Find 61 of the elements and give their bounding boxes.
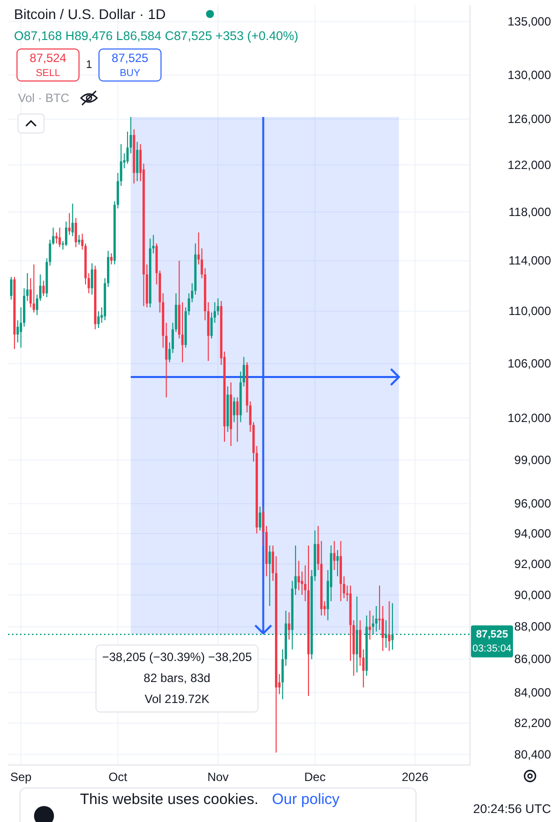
candlestick bbox=[58, 227, 61, 248]
candlestick bbox=[71, 203, 74, 237]
x-tick-label: Nov bbox=[207, 770, 229, 784]
candlestick bbox=[232, 396, 236, 423]
y-tick-label: 80,400 bbox=[514, 747, 552, 762]
ref-line-label: 87,525 bbox=[476, 628, 508, 640]
candlestick bbox=[110, 252, 113, 265]
candlestick bbox=[298, 560, 300, 591]
candlestick bbox=[268, 545, 271, 606]
y-tick-label: 130,000 bbox=[508, 68, 552, 82]
measure-tooltip: −38,205 (−30.39%) −38,205 82 bars, 83d Vol 219.72K bbox=[96, 644, 258, 712]
buy-button: 87,525 BUY bbox=[98, 48, 162, 82]
candlestick bbox=[236, 396, 239, 442]
annotation: 87,524 bbox=[30, 51, 67, 65]
candlestick bbox=[10, 276, 12, 300]
candlestick bbox=[68, 212, 71, 236]
candlestick bbox=[42, 280, 45, 296]
y-tick-label: 122,000 bbox=[508, 158, 552, 172]
y-tick-label: 82,200 bbox=[514, 716, 552, 730]
x-tick-label: Oct bbox=[108, 770, 128, 784]
x-tick-label: 2026 bbox=[402, 770, 429, 784]
annotation: SELL bbox=[36, 68, 61, 79]
annotation: 87,525 bbox=[112, 51, 149, 65]
y-tick-label: 86,000 bbox=[514, 652, 552, 666]
y-tick-label: 106,000 bbox=[508, 356, 552, 371]
text: 03:35:04 bbox=[472, 643, 512, 654]
annotation: BUY bbox=[120, 68, 141, 79]
candlestick bbox=[333, 540, 336, 571]
chart-title: Bitcoin / U.S. Dollar · 1D bbox=[14, 6, 166, 22]
x-tick-label: Dec bbox=[304, 770, 326, 784]
y-tick-label: 102,000 bbox=[508, 410, 552, 425]
annotation: 82 bars, 83d bbox=[144, 671, 210, 685]
y-tick-label: 126,000 bbox=[508, 112, 552, 126]
y-tick-label: 96,000 bbox=[514, 496, 552, 511]
y-tick-label: 110,000 bbox=[508, 304, 552, 318]
annotation: 1 bbox=[86, 59, 92, 71]
y-tick-label: 88,000 bbox=[514, 620, 552, 634]
candlestick bbox=[64, 221, 68, 246]
cookie-banner: This website uses cookies. Our policy bbox=[20, 788, 416, 822]
candlestick bbox=[74, 217, 78, 248]
candlestick bbox=[388, 600, 390, 652]
sell-button: 87,524 SELL bbox=[16, 48, 80, 82]
candlestick bbox=[368, 610, 372, 640]
candlestick bbox=[32, 264, 36, 313]
annotation: −38,205 (−30.39%) −38,205 bbox=[102, 650, 252, 664]
annotation: O87,168 H89,476 L86,584 C87,525 +353 (+0.40%) bbox=[14, 29, 298, 43]
y-tick-label: 90,000 bbox=[514, 588, 552, 602]
annotation: Vol · BTC bbox=[18, 91, 70, 105]
x-tick-label: Sep bbox=[10, 770, 32, 784]
y-tick-label: 118,000 bbox=[508, 204, 552, 219]
y-tick-label: 99,000 bbox=[514, 453, 552, 468]
text: 20:24:56 UTC bbox=[473, 802, 551, 816]
y-tick-label: 84,000 bbox=[514, 685, 552, 700]
y-tick-label: 114,000 bbox=[508, 254, 552, 268]
candlestick bbox=[336, 550, 339, 577]
y-tick-label: 94,000 bbox=[514, 526, 552, 540]
candlestick bbox=[136, 141, 138, 182]
y-tick-label: 135,000 bbox=[508, 14, 552, 29]
annotation: Vol 219.72K bbox=[144, 692, 210, 706]
y-tick-label: 92,000 bbox=[514, 556, 552, 571]
candlestick bbox=[375, 605, 378, 632]
